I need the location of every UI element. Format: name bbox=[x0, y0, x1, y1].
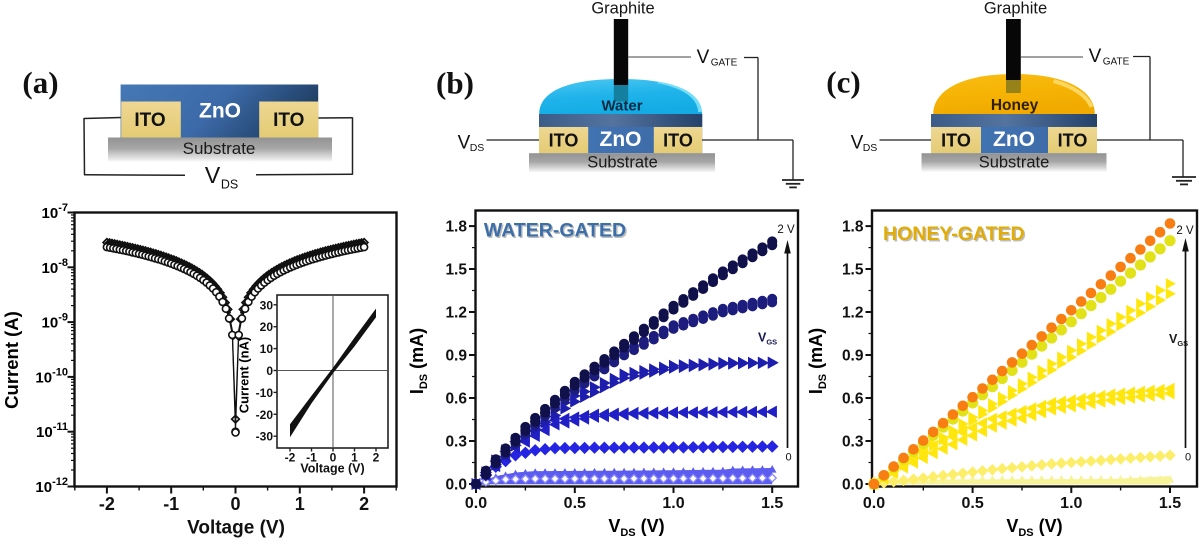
svg-text:ITO: ITO bbox=[549, 131, 579, 151]
svg-text:WATER-GATED: WATER-GATED bbox=[484, 220, 626, 242]
svg-text:Current (nA): Current (nA) bbox=[237, 337, 252, 414]
svg-text:V: V bbox=[697, 47, 710, 68]
svg-text:20: 20 bbox=[260, 320, 274, 334]
svg-text:V: V bbox=[1089, 46, 1102, 67]
svg-text:ITO: ITO bbox=[1058, 131, 1088, 151]
svg-text:Graphite: Graphite bbox=[984, 0, 1047, 18]
svg-text:0.6: 0.6 bbox=[445, 391, 467, 408]
svg-text:10-10: 10-10 bbox=[35, 366, 68, 386]
svg-text:DS: DS bbox=[470, 142, 485, 154]
svg-text:VGS: VGS bbox=[758, 331, 777, 347]
svg-text:-20: -20 bbox=[256, 408, 274, 422]
svg-text:2 V: 2 V bbox=[1176, 225, 1194, 237]
svg-text:1.0: 1.0 bbox=[662, 495, 684, 512]
svg-text:VDS (V): VDS (V) bbox=[608, 516, 664, 539]
svg-text:2 V: 2 V bbox=[777, 224, 795, 236]
svg-text:10: 10 bbox=[260, 342, 274, 356]
svg-text:ZnO: ZnO bbox=[993, 128, 1035, 151]
svg-text:0.0: 0.0 bbox=[842, 477, 864, 494]
svg-text:IDS (mA): IDS (mA) bbox=[806, 328, 829, 394]
svg-text:2: 2 bbox=[359, 494, 369, 514]
svg-text:ZnO: ZnO bbox=[199, 100, 241, 123]
svg-text:0.5: 0.5 bbox=[961, 495, 983, 512]
svg-text:VDS (V): VDS (V) bbox=[1006, 516, 1062, 539]
svg-text:2: 2 bbox=[373, 451, 380, 465]
svg-text:1: 1 bbox=[295, 494, 305, 514]
svg-text:Voltage (V): Voltage (V) bbox=[300, 462, 364, 476]
svg-text:(c): (c) bbox=[826, 65, 860, 100]
svg-text:30: 30 bbox=[260, 298, 274, 312]
svg-text:10-12: 10-12 bbox=[35, 476, 68, 496]
svg-text:ITO: ITO bbox=[134, 110, 165, 131]
svg-text:0.5: 0.5 bbox=[564, 495, 586, 512]
svg-text:HONEY-GATED: HONEY-GATED bbox=[883, 223, 1025, 245]
svg-text:Substrate: Substrate bbox=[979, 154, 1050, 172]
svg-text:Current (A): Current (A) bbox=[1, 311, 22, 409]
svg-text:0.3: 0.3 bbox=[842, 434, 864, 451]
svg-text:10-11: 10-11 bbox=[36, 421, 68, 441]
svg-text:V: V bbox=[205, 162, 221, 188]
svg-text:DS: DS bbox=[863, 142, 878, 154]
svg-text:Substrate: Substrate bbox=[183, 139, 256, 158]
svg-text:1.8: 1.8 bbox=[445, 219, 467, 236]
svg-text:0.0: 0.0 bbox=[863, 495, 885, 512]
svg-text:-2: -2 bbox=[99, 494, 115, 514]
svg-text:Honey: Honey bbox=[991, 97, 1039, 114]
svg-text:10-9: 10-9 bbox=[42, 312, 68, 332]
svg-text:0.9: 0.9 bbox=[445, 348, 467, 365]
svg-text:Graphite: Graphite bbox=[591, 0, 654, 18]
svg-text:1.8: 1.8 bbox=[842, 219, 864, 236]
svg-text:1.2: 1.2 bbox=[842, 305, 864, 322]
svg-text:-1: -1 bbox=[163, 494, 179, 514]
svg-text:0.0: 0.0 bbox=[465, 495, 487, 512]
svg-text:0.3: 0.3 bbox=[445, 434, 467, 451]
svg-text:ZnO: ZnO bbox=[600, 128, 642, 151]
svg-text:Water: Water bbox=[601, 98, 642, 115]
svg-text:0.6: 0.6 bbox=[842, 391, 864, 408]
svg-text:ITO: ITO bbox=[273, 110, 304, 131]
svg-text:1.2: 1.2 bbox=[445, 305, 467, 322]
svg-text:GATE: GATE bbox=[711, 58, 738, 69]
svg-text:-2: -2 bbox=[285, 451, 296, 465]
svg-text:1.5: 1.5 bbox=[1159, 495, 1181, 512]
svg-text:V: V bbox=[851, 133, 864, 154]
svg-text:ITO: ITO bbox=[941, 131, 971, 151]
svg-text:DS: DS bbox=[221, 178, 238, 192]
svg-text:IDS (mA): IDS (mA) bbox=[407, 328, 430, 394]
svg-text:1.0: 1.0 bbox=[1060, 495, 1082, 512]
svg-text:ITO: ITO bbox=[663, 131, 693, 151]
svg-text:1.5: 1.5 bbox=[445, 262, 467, 279]
svg-text:(b): (b) bbox=[436, 66, 474, 101]
svg-text:-30: -30 bbox=[256, 430, 274, 444]
svg-text:Substrate: Substrate bbox=[587, 154, 658, 172]
svg-text:1.5: 1.5 bbox=[842, 262, 864, 279]
svg-text:10-8: 10-8 bbox=[42, 257, 68, 277]
svg-text:Voltage (V): Voltage (V) bbox=[187, 518, 285, 539]
svg-text:0: 0 bbox=[785, 452, 791, 464]
svg-text:0.0: 0.0 bbox=[445, 477, 467, 494]
svg-text:1.5: 1.5 bbox=[761, 495, 783, 512]
svg-text:0: 0 bbox=[1185, 452, 1191, 464]
svg-text:V: V bbox=[458, 133, 471, 154]
svg-text:10-7: 10-7 bbox=[42, 202, 68, 222]
svg-text:0.9: 0.9 bbox=[842, 348, 864, 365]
svg-text:-10: -10 bbox=[256, 386, 274, 400]
svg-text:GATE: GATE bbox=[1103, 57, 1130, 68]
svg-text:(a): (a) bbox=[22, 65, 58, 100]
svg-text:0: 0 bbox=[266, 364, 273, 378]
svg-text:0: 0 bbox=[230, 494, 240, 514]
